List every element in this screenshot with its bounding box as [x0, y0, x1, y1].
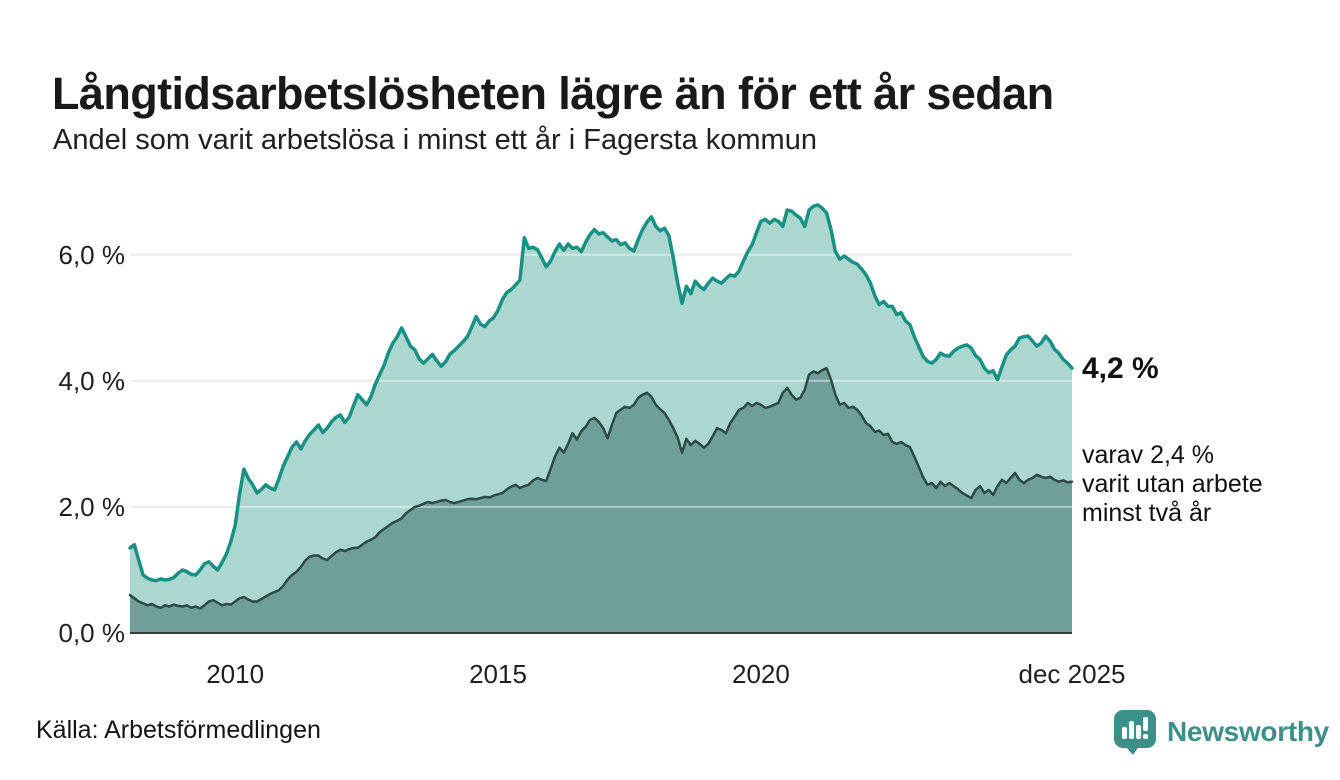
newsworthy-icon: [1114, 710, 1156, 755]
note-line-2: varit utan arbete: [1082, 470, 1263, 498]
chart-subtitle: Andel som varit arbetslösa i minst ett å…: [53, 124, 817, 156]
y-tick-4: 4,0 %: [58, 365, 126, 396]
newsworthy-wordmark: Newsworthy: [1167, 716, 1329, 747]
note-line-1: varav 2,4 %: [1082, 441, 1215, 469]
y-tick-2: 2,0 %: [58, 491, 126, 522]
y-tick-6: 6,0 %: [58, 239, 126, 270]
newsworthy-logo: Newsworthy: [1112, 706, 1329, 758]
x-tick-2010: 2010: [206, 659, 265, 689]
x-tick-dec-2025: dec 2025: [1018, 659, 1126, 689]
note-line-3: minst två år: [1082, 499, 1212, 527]
x-tick-2020: 2020: [731, 659, 790, 689]
latest-value-label: 4,2 %: [1082, 352, 1159, 385]
y-tick-0: 0,0 %: [58, 618, 126, 648]
two-year-note-label: varav 2,4 % varit utan arbete minst två …: [1082, 441, 1263, 528]
page-title: Långtidsarbetslösheten lägre än för ett …: [52, 68, 1054, 120]
x-tick-2015: 2015: [469, 659, 527, 689]
source-credit: Källa: Arbetsförmedlingen: [36, 716, 321, 744]
